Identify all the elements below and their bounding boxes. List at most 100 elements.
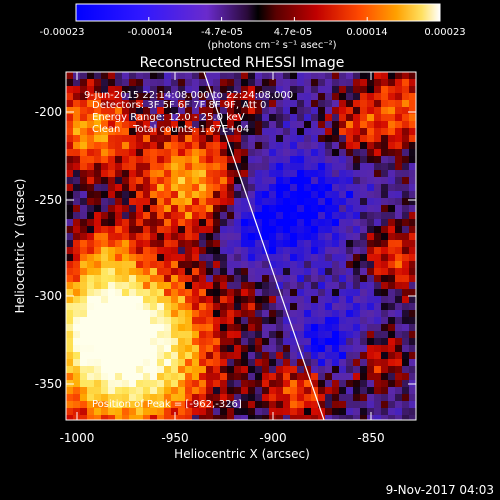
image-pixel xyxy=(283,142,291,150)
image-pixel xyxy=(136,359,144,367)
image-pixel xyxy=(304,380,312,388)
image-pixel xyxy=(143,352,151,360)
image-pixel xyxy=(80,408,88,416)
image-pixel xyxy=(171,191,179,199)
image-pixel xyxy=(108,135,116,143)
image-pixel xyxy=(395,366,403,374)
image-pixel xyxy=(248,394,256,402)
image-pixel xyxy=(164,289,172,297)
image-pixel xyxy=(339,86,347,94)
image-pixel xyxy=(192,205,200,213)
image-pixel xyxy=(157,100,165,108)
image-pixel xyxy=(304,359,312,367)
image-pixel xyxy=(402,233,410,241)
image-pixel xyxy=(87,212,95,220)
image-pixel xyxy=(311,184,319,192)
image-pixel xyxy=(164,303,172,311)
image-pixel xyxy=(80,219,88,227)
image-pixel xyxy=(297,198,305,206)
image-pixel xyxy=(346,296,354,304)
image-pixel xyxy=(381,345,389,353)
image-pixel xyxy=(234,156,242,164)
y-tick-marks xyxy=(66,111,416,385)
image-pixel xyxy=(143,212,151,220)
image-pixel xyxy=(206,247,214,255)
image-pixel xyxy=(248,331,256,339)
image-pixel xyxy=(269,100,277,108)
image-pixel xyxy=(325,156,333,164)
image-pixel xyxy=(388,233,396,241)
image-pixel xyxy=(213,296,221,304)
image-pixel xyxy=(80,72,88,80)
image-pixel xyxy=(199,156,207,164)
image-pixel xyxy=(297,345,305,353)
image-pixel xyxy=(227,296,235,304)
image-pixel xyxy=(108,114,116,122)
image-pixel xyxy=(73,247,81,255)
image-pixel xyxy=(374,415,382,420)
image-pixel xyxy=(150,198,158,206)
image-pixel xyxy=(339,289,347,297)
image-pixel xyxy=(332,247,340,255)
image-pixel xyxy=(234,303,242,311)
image-pixel xyxy=(325,296,333,304)
image-pixel xyxy=(346,142,354,150)
image-pixel xyxy=(374,163,382,171)
image-pixel xyxy=(325,86,333,94)
image-pixel xyxy=(381,303,389,311)
image-pixel xyxy=(248,156,256,164)
image-pixel xyxy=(346,408,354,416)
image-pixel xyxy=(353,226,361,234)
image-pixel xyxy=(171,114,179,122)
image-pixel xyxy=(213,191,221,199)
image-pixel xyxy=(367,191,375,199)
image-pixel xyxy=(80,240,88,248)
image-pixel xyxy=(283,226,291,234)
image-pixel xyxy=(80,338,88,346)
image-pixel xyxy=(353,198,361,206)
image-pixel xyxy=(73,205,81,213)
image-pixel xyxy=(143,247,151,255)
image-pixel xyxy=(304,303,312,311)
image-pixel xyxy=(213,149,221,157)
image-pixel xyxy=(73,331,81,339)
image-pixel xyxy=(374,121,382,129)
image-pixel xyxy=(213,408,221,416)
image-pixel xyxy=(360,401,368,409)
image-pixel xyxy=(164,282,172,290)
image-pixel xyxy=(94,275,102,283)
image-pixel xyxy=(367,408,375,416)
image-pixel xyxy=(339,212,347,220)
image-pixel xyxy=(108,100,116,108)
image-pixel xyxy=(150,373,158,381)
image-pixel xyxy=(318,184,326,192)
image-pixel xyxy=(248,338,256,346)
image-pixel xyxy=(409,366,416,374)
image-pixel xyxy=(178,79,186,87)
image-pixel xyxy=(262,156,270,164)
image-pixel xyxy=(199,163,207,171)
image-pixel xyxy=(199,401,207,409)
image-pixel xyxy=(108,72,116,80)
image-pixel xyxy=(80,163,88,171)
image-pixel xyxy=(234,380,242,388)
image-pixel xyxy=(122,310,130,318)
image-pixel xyxy=(255,373,263,381)
image-pixel xyxy=(66,149,74,157)
image-pixel xyxy=(255,100,263,108)
image-pixel xyxy=(374,170,382,178)
image-pixel xyxy=(220,198,228,206)
image-pixel xyxy=(192,254,200,262)
image-pixel xyxy=(80,100,88,108)
image-pixel xyxy=(304,331,312,339)
image-pixel xyxy=(276,331,284,339)
image-pixel xyxy=(227,184,235,192)
image-pixel xyxy=(101,79,109,87)
image-pixel xyxy=(206,114,214,122)
image-pixel xyxy=(304,268,312,276)
image-pixel xyxy=(178,387,186,395)
image-pixel xyxy=(374,338,382,346)
image-pixel xyxy=(73,359,81,367)
image-pixel xyxy=(304,205,312,213)
image-pixel xyxy=(353,191,361,199)
